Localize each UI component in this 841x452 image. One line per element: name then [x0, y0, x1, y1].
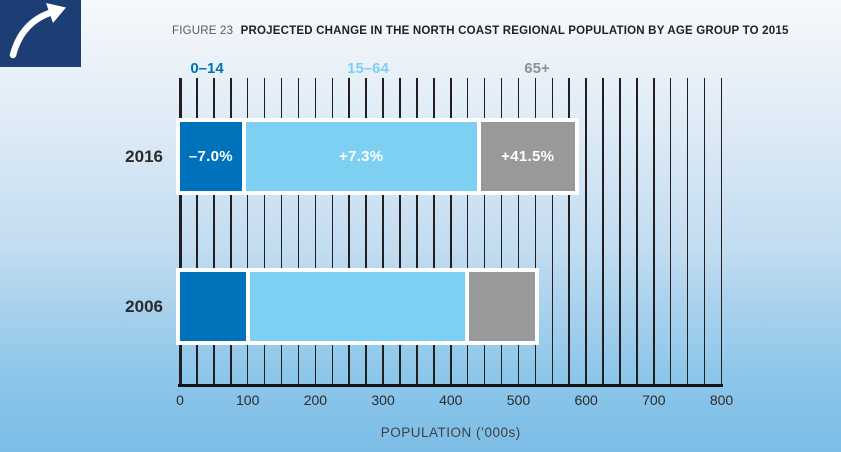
- gridline: [416, 78, 418, 385]
- x-tick-label-600: 600: [574, 392, 598, 408]
- x-tick-label-300: 300: [371, 392, 395, 408]
- gridline: [246, 78, 249, 385]
- gridline: [466, 78, 469, 385]
- segment-2016-65+: +41.5%: [480, 122, 575, 191]
- gridline: [297, 78, 300, 385]
- gridline: [399, 78, 401, 385]
- legend-item-15-64: 15–64: [347, 60, 389, 77]
- category-label-2016: 2016: [125, 146, 163, 166]
- gridline: [348, 78, 350, 385]
- legend-item-0-14: 0–14: [190, 60, 224, 77]
- x-axis-line: [178, 383, 723, 387]
- gridline: [585, 78, 587, 385]
- y-axis-line: [178, 78, 182, 385]
- gridline: [230, 78, 232, 385]
- change-label: +7.3%: [339, 148, 384, 165]
- gridline: [196, 78, 198, 385]
- x-tick-label-700: 700: [642, 392, 666, 408]
- gridline: [703, 78, 706, 385]
- x-tick-label-400: 400: [439, 392, 463, 408]
- legend-item-65+: 65+: [524, 60, 550, 77]
- gridline: [669, 78, 672, 385]
- bar-2016: –7.0% +7.3% +41.5%: [176, 118, 579, 195]
- gridline: [568, 78, 570, 385]
- x-tick-label-200: 200: [303, 392, 328, 408]
- gridline: [450, 78, 452, 385]
- gridline: [534, 78, 537, 385]
- x-tick-label-0: 0: [176, 392, 184, 408]
- gridline: [280, 78, 283, 385]
- gridline: [619, 78, 621, 385]
- segment-2006-0-14: [180, 272, 247, 341]
- gridline: [500, 78, 503, 385]
- gridline: [653, 78, 655, 385]
- gridline: [483, 78, 486, 385]
- x-tick-label-100: 100: [236, 392, 260, 408]
- gridline: [382, 78, 384, 385]
- gridline: [314, 78, 317, 385]
- segment-2006-65+: [469, 272, 536, 341]
- change-label: +41.5%: [501, 148, 555, 165]
- gridline: [331, 78, 334, 385]
- x-axis-title: POPULATION (’000s): [380, 425, 521, 440]
- gridline: [517, 78, 520, 385]
- gridline: [263, 78, 266, 385]
- segment-2016-0-14: –7.0%: [180, 122, 242, 191]
- gridline: [433, 78, 435, 385]
- category-label-2006: 2006: [125, 296, 163, 316]
- figure-number: FIGURE 23: [172, 25, 234, 37]
- gridline: [686, 78, 689, 385]
- gridline: [365, 78, 367, 385]
- x-tick-label-500: 500: [506, 392, 531, 408]
- gridline: [551, 78, 554, 385]
- segment-2016-15-64: +7.3%: [245, 122, 477, 191]
- gridline: [636, 78, 638, 385]
- gridline: [213, 78, 215, 385]
- trend-arrow-icon: [0, 0, 81, 67]
- change-label: –7.0%: [188, 148, 233, 165]
- x-tick-label-800: 800: [709, 392, 734, 408]
- gridline: [720, 78, 723, 385]
- segment-2006-15-64: [250, 272, 466, 341]
- figure-title: FIGURE 23 PROJECTED CHANGE IN THE NORTH …: [172, 25, 789, 37]
- bar-2006: [176, 268, 540, 345]
- gridline: [602, 78, 604, 385]
- figure-title-text: PROJECTED CHANGE IN THE NORTH COAST REGI…: [240, 25, 789, 37]
